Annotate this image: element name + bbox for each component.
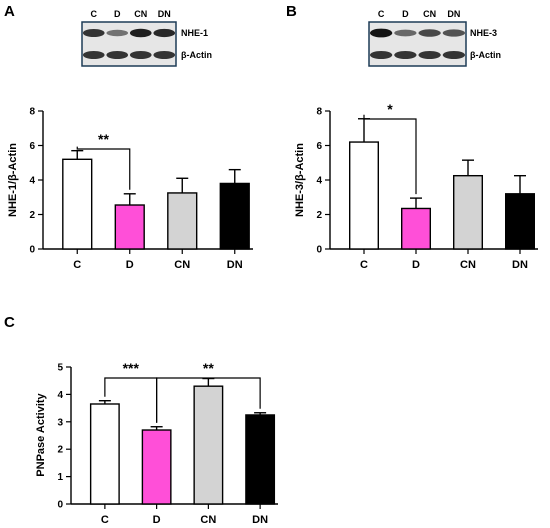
x-tick-label: C [73, 259, 81, 271]
blot-lane-label: D [114, 9, 121, 19]
blot-band [153, 28, 176, 38]
bar [349, 141, 380, 250]
y-tick-label: 8 [316, 107, 322, 118]
x-tick-label: CN [200, 514, 216, 526]
bar [167, 192, 198, 250]
blot-lane-label: C [91, 9, 98, 19]
blot-row-label: NHE-1 [181, 28, 208, 38]
x-tick-label: CN [174, 259, 190, 271]
blot-band [153, 50, 176, 60]
blot-band [442, 50, 466, 60]
y-axis-label: PNPase Activity [35, 392, 47, 476]
y-tick-label: 6 [316, 141, 322, 152]
significance-label: * [387, 101, 393, 117]
x-tick-label: CN [460, 259, 476, 271]
blot-lane-label: C [378, 9, 385, 19]
blot-lane-label: CN [134, 9, 147, 19]
bar [505, 193, 536, 250]
y-axis-label: NHE-1/β-Actin [7, 143, 19, 217]
x-tick-label: DN [227, 259, 243, 271]
blot-band [418, 50, 441, 60]
blot-band [369, 50, 393, 60]
y-tick-label: 3 [57, 417, 63, 428]
bar [114, 204, 145, 250]
y-tick-label: 8 [29, 107, 35, 118]
blot-band [82, 28, 105, 38]
bar-chart-nhe3: 0 2 4 6 8 NHE-3/β-Actin C D CN DN * [294, 101, 538, 271]
bar [401, 207, 432, 250]
y-axis-label: NHE-3/β-Actin [294, 143, 306, 217]
blot-row-label: β-Actin [470, 50, 501, 60]
significance-bracket [156, 377, 261, 423]
blot-band [82, 50, 105, 60]
y-tick-label: 0 [29, 245, 35, 256]
bar [219, 182, 250, 250]
blot-band [418, 29, 441, 37]
y-tick-label: 0 [57, 500, 63, 511]
blot-frame [368, 21, 467, 67]
x-tick-label: DN [512, 259, 528, 271]
x-tick-label: C [101, 514, 109, 526]
panel-letter-a: A [4, 3, 15, 20]
x-tick-label: C [360, 259, 368, 271]
y-tick-label: 4 [29, 176, 35, 187]
bar [89, 403, 120, 505]
bar [62, 158, 93, 250]
blot-band [394, 50, 417, 60]
significance-bracket [76, 146, 131, 190]
bar [245, 414, 276, 505]
blot-band [394, 29, 417, 37]
y-tick-label: 1 [57, 472, 63, 483]
significance-label: ** [98, 131, 109, 147]
blot-band [129, 28, 152, 38]
blot-row-label: β-Actin [181, 50, 212, 60]
western-blot-b: C D CN DN NHE-3 β-Actin [368, 9, 501, 67]
y-tick-label: 0 [316, 245, 322, 256]
blot-lane-label: DN [447, 9, 460, 19]
bar [193, 385, 224, 505]
y-tick-label: 4 [316, 176, 322, 187]
blot-band [442, 29, 466, 37]
y-tick-label: 2 [316, 210, 322, 221]
blot-band [106, 50, 129, 60]
significance-label: *** [123, 360, 140, 376]
blot-frame [81, 21, 177, 67]
blot-band [369, 28, 393, 38]
panel-letter-b: B [286, 3, 297, 20]
blot-band [106, 29, 129, 37]
x-tick-label: D [153, 514, 161, 526]
blot-lane-label: CN [423, 9, 436, 19]
y-tick-label: 2 [57, 445, 63, 456]
panel-letter-c: C [4, 314, 15, 331]
x-tick-label: DN [252, 514, 268, 526]
x-tick-label: D [126, 259, 134, 271]
blot-lane-label: DN [158, 9, 171, 19]
y-tick-label: 5 [57, 363, 63, 374]
western-blot-a: C D CN DN NHE-1 β-Actin [81, 9, 212, 67]
y-tick-label: 4 [57, 390, 63, 401]
blot-row-label: NHE-3 [470, 28, 497, 38]
significance-bracket [363, 114, 417, 195]
y-tick-label: 2 [29, 210, 35, 221]
bar [453, 174, 484, 250]
y-tick-label: 6 [29, 141, 35, 152]
bar [141, 429, 172, 505]
bar-chart-nhe1: 0 2 4 6 8 NHE-1/β-Actin C D CN DN ** [7, 107, 253, 271]
blot-lane-label: D [402, 9, 409, 19]
blot-band [129, 50, 152, 60]
x-tick-label: D [412, 259, 420, 271]
significance-label: ** [203, 360, 214, 376]
